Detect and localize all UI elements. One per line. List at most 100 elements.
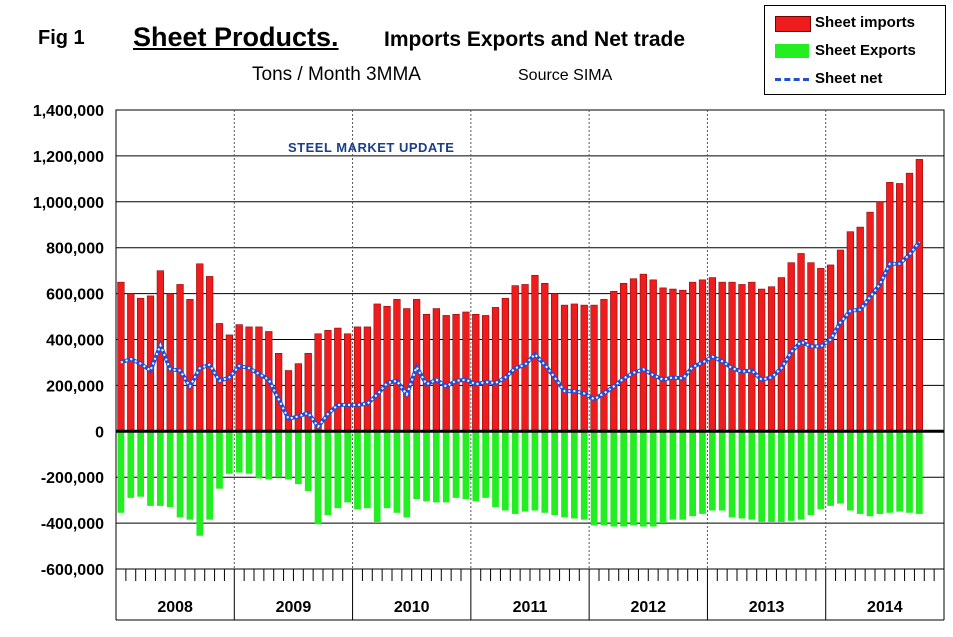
bar-import	[363, 326, 371, 432]
bar-export	[689, 431, 696, 517]
bar-export	[157, 431, 164, 506]
legend-item-exports: Sheet Exports	[765, 40, 945, 62]
x-year-label: 2011	[513, 599, 548, 616]
bar-import	[462, 311, 470, 432]
bar-export	[295, 431, 302, 485]
bar-export	[807, 431, 815, 516]
bar-import	[679, 289, 687, 432]
bar-export	[117, 431, 125, 513]
bar-export	[630, 431, 637, 526]
bar-import	[560, 304, 569, 432]
legend-item-imports: Sheet imports	[765, 12, 945, 34]
bar-import	[708, 277, 716, 432]
bar-import	[383, 305, 391, 432]
bar-import	[235, 324, 243, 432]
bar-import	[610, 291, 618, 432]
bar-import	[817, 268, 825, 432]
legend-label-imports: Sheet imports	[815, 14, 916, 31]
bar-import	[176, 284, 184, 432]
bar-import	[117, 281, 125, 432]
bar-export	[640, 431, 647, 527]
legend-swatch-exports	[775, 44, 809, 58]
bar-export	[837, 431, 844, 504]
legend-line-net	[775, 78, 809, 81]
bar-export	[738, 431, 746, 519]
legend-swatch-imports	[775, 16, 811, 32]
bar-import	[511, 285, 519, 432]
y-tick-label: 800,000	[46, 241, 104, 258]
bar-import	[620, 283, 628, 432]
net-line-dots	[120, 241, 921, 429]
bar-import	[482, 315, 490, 432]
y-tick-label: 1,400,000	[33, 103, 104, 120]
bar-export	[827, 431, 834, 506]
bar-export	[206, 431, 213, 520]
bar-export	[186, 431, 194, 520]
bar-export	[324, 431, 332, 516]
legend-item-net: Sheet net	[765, 68, 945, 90]
bar-import	[758, 288, 766, 432]
bar-export	[127, 431, 135, 498]
bar-export	[147, 431, 154, 506]
bar-export	[196, 431, 204, 536]
bar-export	[541, 431, 549, 513]
chart-legend: Sheet imports Sheet Exports Sheet net	[764, 5, 946, 95]
bar-import	[905, 172, 914, 432]
bar-export	[758, 431, 765, 522]
bar-import	[876, 201, 884, 432]
bar-export	[679, 431, 687, 520]
bar-export	[728, 431, 736, 518]
bar-import	[856, 226, 864, 432]
bar-export	[255, 431, 263, 479]
bar-import	[432, 308, 440, 432]
bar-export	[373, 431, 381, 522]
y-tick-label: -400,000	[41, 516, 104, 533]
bar-export	[866, 431, 874, 517]
bar-import	[501, 297, 509, 432]
bar-export	[226, 431, 233, 474]
bar-export	[521, 431, 529, 512]
bar-export	[275, 431, 282, 478]
chart-subtitle: Tons / Month 3MMA	[252, 64, 421, 85]
bar-export	[580, 431, 588, 520]
bar-import	[896, 183, 904, 432]
bar-export	[531, 431, 539, 511]
bar-import	[659, 287, 667, 432]
bar-import	[767, 286, 776, 432]
chart-title-rest: Imports Exports and Net trade	[384, 28, 686, 51]
bar-import	[521, 284, 529, 432]
bar-import	[245, 326, 253, 432]
bar-import	[718, 281, 726, 432]
bar-export	[886, 431, 894, 513]
bar-export	[600, 431, 608, 526]
bar-export	[896, 431, 903, 512]
bar-import	[629, 278, 638, 432]
bar-export	[649, 431, 657, 527]
y-tick-label: -200,000	[41, 470, 104, 487]
bar-export	[413, 431, 420, 500]
y-tick-label: 200,000	[46, 378, 104, 395]
bar-export	[709, 431, 716, 511]
bar-export	[502, 431, 509, 511]
bar-import	[846, 231, 854, 432]
bar-import	[827, 264, 835, 432]
bar-export	[817, 431, 825, 510]
bar-import	[284, 370, 293, 432]
bar-import	[689, 281, 697, 432]
bar-export	[876, 431, 884, 514]
bar-export	[393, 431, 401, 513]
y-tick-label: 600,000	[46, 287, 104, 304]
bar-export	[787, 431, 795, 521]
bar-import	[452, 314, 460, 432]
bar-import	[866, 211, 874, 432]
bar-export	[304, 431, 312, 491]
y-tick-label: 1,200,000	[33, 149, 104, 166]
bar-import	[915, 159, 923, 432]
bar-export	[847, 431, 854, 511]
bar-export	[354, 431, 361, 510]
bar-import	[551, 293, 559, 432]
bar-import	[491, 307, 500, 432]
bar-export	[669, 431, 677, 520]
bar-import	[698, 279, 707, 432]
chart-source: Source SIMA	[518, 67, 613, 84]
